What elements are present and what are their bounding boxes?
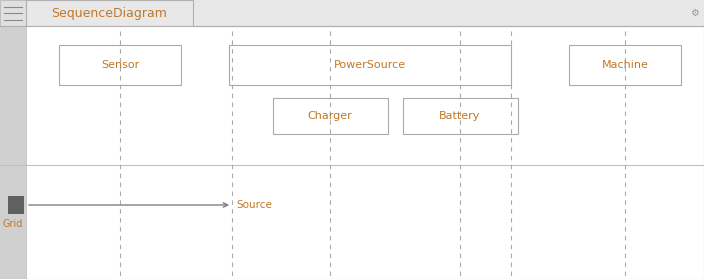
Text: PowerSource: PowerSource <box>334 60 406 70</box>
Bar <box>0 26 26 279</box>
Text: Machine: Machine <box>601 60 648 70</box>
Bar <box>0 0 26 26</box>
FancyBboxPatch shape <box>569 45 681 85</box>
Bar <box>8 196 24 214</box>
FancyBboxPatch shape <box>229 45 511 85</box>
Text: Source: Source <box>236 200 272 210</box>
FancyBboxPatch shape <box>272 98 387 134</box>
Text: Sensor: Sensor <box>101 60 139 70</box>
Text: Grid: Grid <box>3 219 23 229</box>
Bar <box>0 0 704 26</box>
FancyBboxPatch shape <box>59 45 181 85</box>
Text: SequenceDiagram: SequenceDiagram <box>51 6 168 20</box>
FancyBboxPatch shape <box>403 98 517 134</box>
Text: Charger: Charger <box>308 111 353 121</box>
Text: ⚙: ⚙ <box>690 8 698 18</box>
Text: Battery: Battery <box>439 111 481 121</box>
